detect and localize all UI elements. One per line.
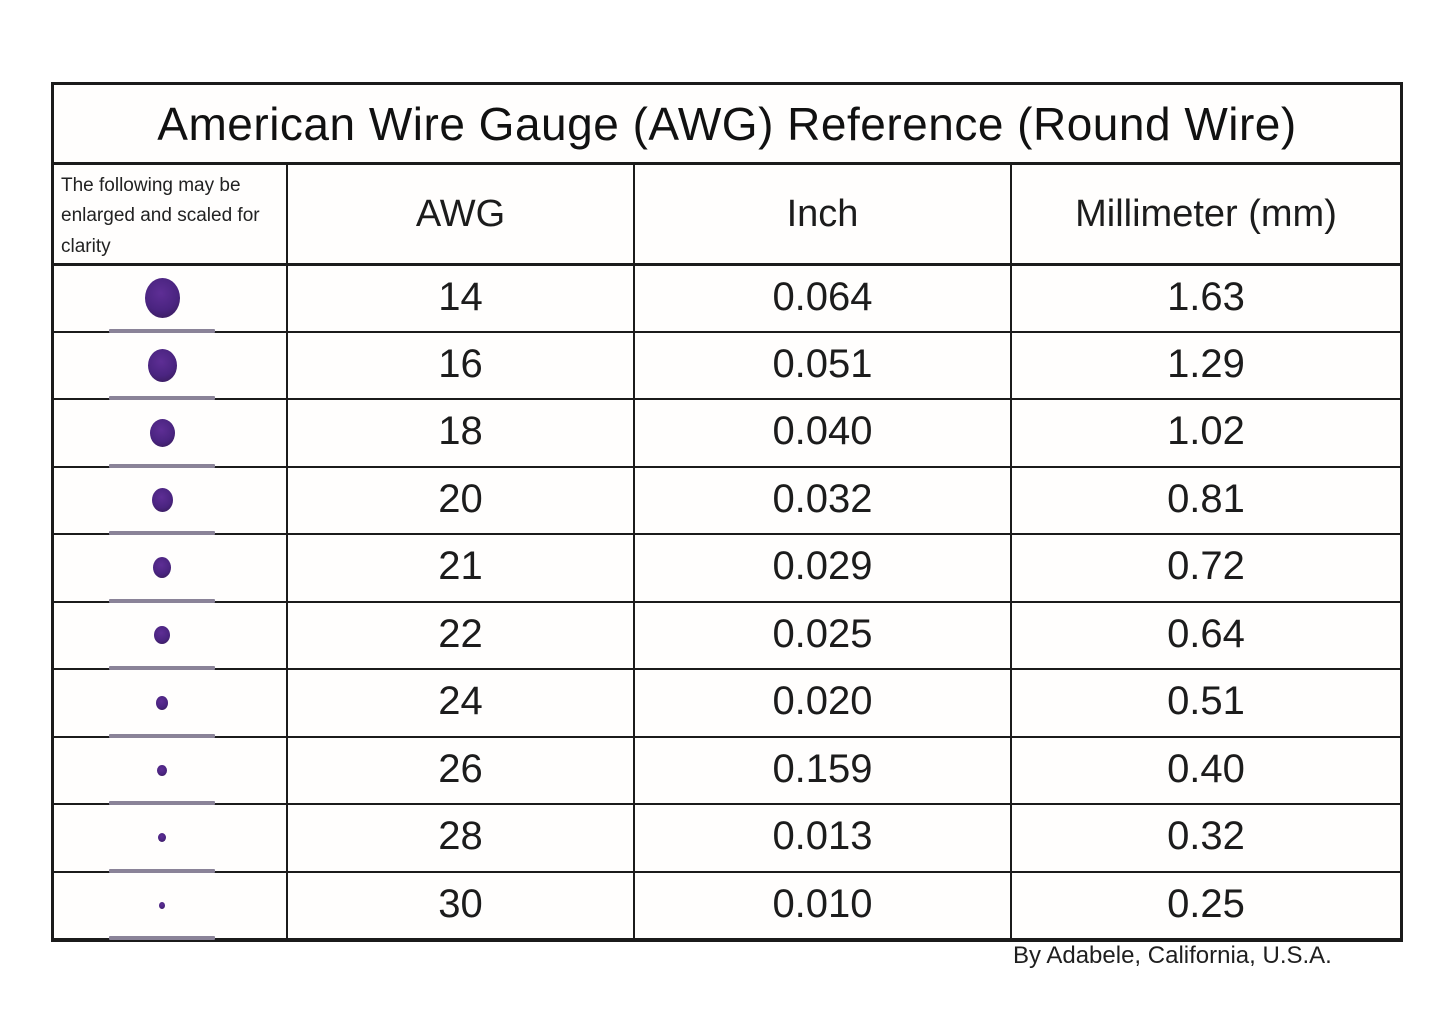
wire-dot-cell <box>54 398 286 468</box>
awg-value: 20 <box>286 465 633 533</box>
column-header-millimeter: Millimeter (mm) <box>1010 162 1400 263</box>
footer-credit: By Adabele, California, U.S.A. <box>1013 942 1332 969</box>
inch-value: 0.010 <box>633 870 1010 938</box>
awg-value: 14 <box>286 263 633 331</box>
awg-value: 21 <box>286 533 633 601</box>
inch-value: 0.064 <box>633 263 1010 331</box>
wire-dot-cell <box>54 465 286 535</box>
awg-value: 22 <box>286 600 633 668</box>
mm-value: 0.81 <box>1010 465 1400 533</box>
inch-value: 0.020 <box>633 668 1010 736</box>
wire-dot-cell <box>54 668 286 738</box>
awg-value: 16 <box>286 330 633 398</box>
mm-value: 0.51 <box>1010 668 1400 736</box>
dot-underline <box>109 328 215 333</box>
awg-value: 28 <box>286 803 633 871</box>
inch-value: 0.013 <box>633 803 1010 871</box>
wire-size-dot <box>158 833 166 843</box>
wire-size-dot <box>151 488 173 513</box>
mm-value: 0.72 <box>1010 533 1400 601</box>
dot-underline <box>109 463 215 468</box>
mm-value: 0.32 <box>1010 803 1400 871</box>
awg-value: 26 <box>286 735 633 803</box>
mm-value: 0.64 <box>1010 600 1400 668</box>
dot-column-note: The following may be enlarged and scaled… <box>54 162 286 263</box>
dot-underline <box>109 531 215 535</box>
mm-value: 0.40 <box>1010 735 1400 803</box>
awg-value: 30 <box>286 870 633 938</box>
wire-size-dot <box>154 626 170 645</box>
awg-reference-table: American Wire Gauge (AWG) Reference (Rou… <box>51 82 1403 942</box>
inch-value: 0.032 <box>633 465 1010 533</box>
dot-underline <box>109 936 215 940</box>
inch-value: 0.025 <box>633 600 1010 668</box>
dot-underline <box>109 666 215 670</box>
wire-dot-cell <box>54 263 286 333</box>
wire-dot-cell <box>54 735 286 805</box>
inch-value: 0.040 <box>633 398 1010 466</box>
mm-value: 1.29 <box>1010 330 1400 398</box>
column-header-awg: AWG <box>286 162 633 263</box>
mm-value: 1.63 <box>1010 263 1400 331</box>
dot-underline <box>109 598 215 603</box>
inch-value: 0.029 <box>633 533 1010 601</box>
table-title: American Wire Gauge (AWG) Reference (Rou… <box>157 97 1297 150</box>
wire-dot-cell <box>54 330 286 400</box>
wire-size-dot <box>159 901 165 909</box>
wire-size-dot <box>153 557 171 579</box>
awg-value: 18 <box>286 398 633 466</box>
note-line-1: The following may be <box>61 175 241 196</box>
wire-size-dot <box>144 278 180 319</box>
wire-dot-cell <box>54 600 286 670</box>
note-line-2: enlarged and scaled for <box>61 205 260 227</box>
wire-dot-cell <box>54 803 286 873</box>
mm-value: 1.02 <box>1010 398 1400 466</box>
mm-value: 0.25 <box>1010 870 1400 938</box>
dot-underline <box>109 733 215 738</box>
column-header-inch: Inch <box>633 162 1010 263</box>
inch-value: 0.159 <box>633 735 1010 803</box>
wire-dot-cell <box>54 870 286 940</box>
awg-value: 24 <box>286 668 633 736</box>
wire-size-dot <box>156 695 168 710</box>
wire-size-dot <box>147 348 177 382</box>
wire-size-dot <box>149 418 175 447</box>
note-line-3: clarity <box>61 235 111 257</box>
dot-underline <box>109 396 215 400</box>
dot-underline <box>109 868 215 873</box>
wire-dot-cell <box>54 533 286 603</box>
dot-underline <box>109 801 215 805</box>
inch-value: 0.051 <box>633 330 1010 398</box>
wire-size-dot <box>157 764 167 776</box>
